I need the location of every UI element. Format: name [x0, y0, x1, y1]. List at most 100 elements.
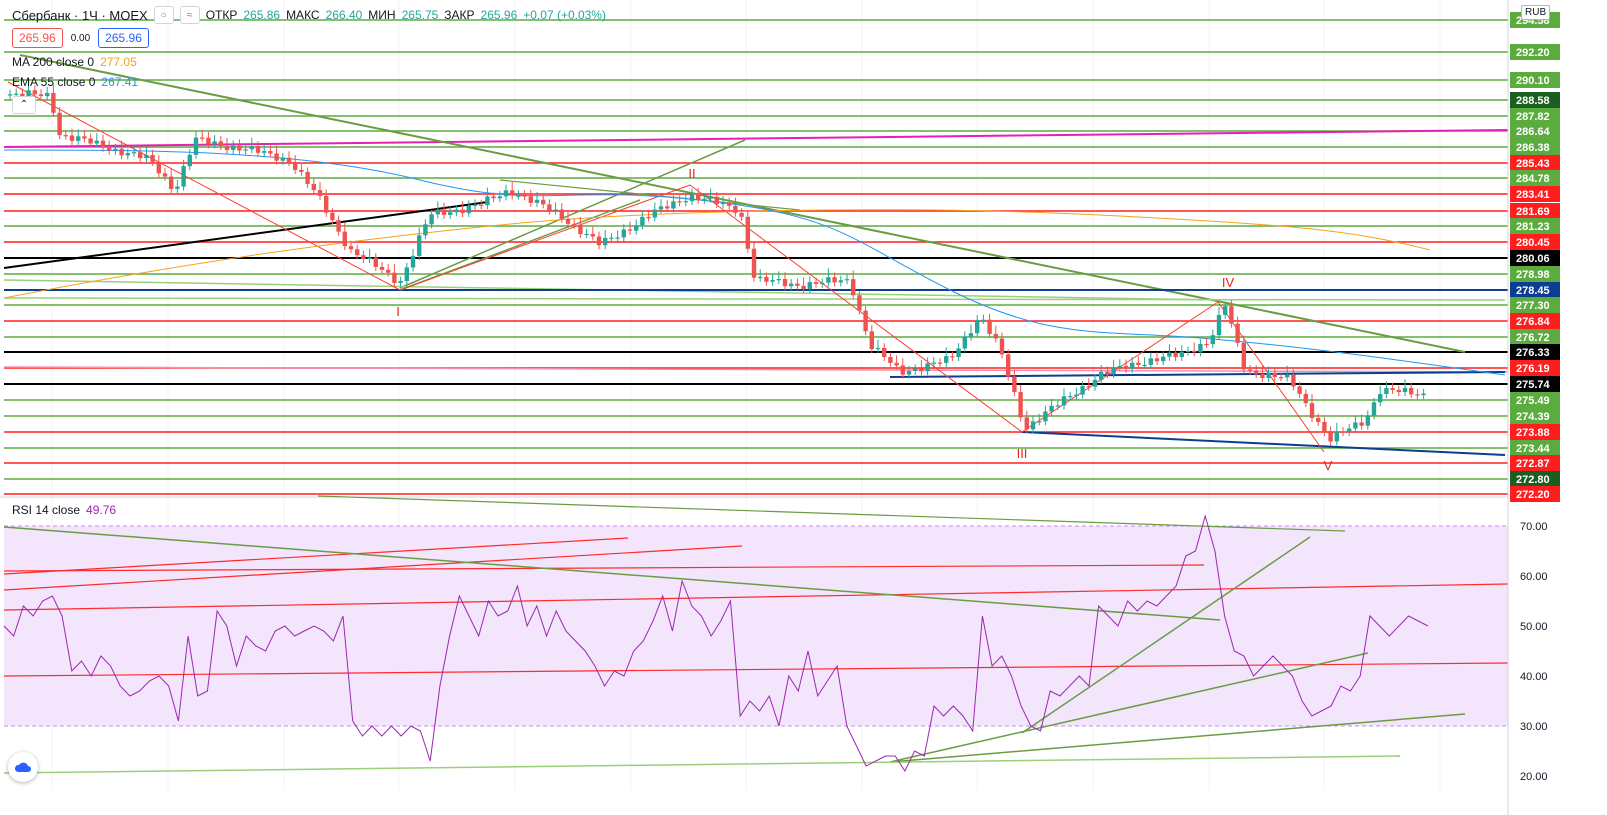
candle-body	[14, 93, 19, 95]
candle-body	[460, 209, 465, 214]
high-label: МАКС	[286, 8, 320, 22]
trend-line	[399, 139, 746, 289]
candle-body	[950, 356, 955, 358]
candle-body	[1030, 421, 1036, 430]
axis-price-label: 272.87	[1516, 458, 1550, 470]
candle-body	[646, 216, 651, 219]
collapse-legend-button[interactable]: ⌃	[12, 96, 36, 114]
candle-body	[559, 209, 564, 219]
candle-body	[826, 277, 831, 283]
axis-price-label: 292.20	[1516, 47, 1550, 59]
eye-icon[interactable]: ○	[153, 6, 174, 24]
axis-label-bg	[1510, 424, 1560, 440]
candle-body	[1409, 387, 1414, 395]
compare-icon[interactable]: ≈	[179, 6, 200, 24]
axis-label-bg	[1510, 108, 1560, 124]
trend-line	[1217, 301, 1325, 453]
axis-label-bg	[1510, 471, 1560, 487]
candle-body	[863, 310, 868, 332]
candle-body	[150, 155, 155, 162]
candle-body	[906, 371, 912, 375]
trend-line	[499, 179, 801, 211]
candle-body	[367, 257, 372, 260]
price-axis: 294.58292.20290.10288.58287.82286.64286.…	[1507, 0, 1607, 815]
candle-body	[1328, 432, 1333, 442]
candle-body	[1297, 386, 1302, 394]
candle-body	[671, 201, 676, 209]
rsi-trend-line	[317, 495, 1346, 532]
candle-body	[1173, 352, 1178, 357]
candle-body	[1068, 396, 1073, 398]
candle-body	[429, 214, 434, 225]
rsi-trend-line	[3, 526, 1221, 621]
buy-button[interactable]: 265.96	[98, 28, 149, 48]
candle-body	[1105, 371, 1110, 374]
candle-body	[466, 205, 471, 214]
axis-label-bg	[1510, 186, 1560, 202]
sell-button[interactable]: 265.96	[12, 28, 63, 48]
candle-body	[677, 201, 682, 203]
candle-body	[1223, 306, 1228, 315]
low-label: МИН	[368, 8, 396, 22]
candle-body	[751, 248, 757, 278]
candle-body	[1241, 342, 1246, 370]
symbol-title[interactable]: Сбербанк · 1Ч · MOEX	[12, 7, 148, 23]
rsi-trend-line	[889, 713, 1466, 763]
candle-body	[1099, 371, 1104, 380]
candle-body	[231, 145, 236, 151]
change-value: +0.07 (+0.03%)	[523, 8, 606, 22]
currency-badge[interactable]: RUB	[1521, 5, 1551, 20]
ma200-value: 277.05	[100, 55, 137, 69]
candle-body	[547, 204, 552, 211]
axis-label-bg	[1510, 44, 1560, 60]
candle-body	[758, 276, 763, 279]
axis-price-label: 276.19	[1516, 363, 1550, 375]
trend-line	[399, 184, 691, 291]
ma200-label: MA 200 close 0	[12, 55, 95, 69]
candle-body	[404, 267, 409, 282]
candle-body	[200, 137, 205, 139]
candle-body	[770, 280, 775, 282]
open-label: ОТКР	[205, 8, 238, 22]
candle-body	[107, 147, 112, 151]
candle-body	[286, 157, 292, 162]
candle-body	[1235, 323, 1240, 343]
candle-body	[789, 283, 794, 287]
axis-price-label: 274.39	[1516, 411, 1550, 423]
candle-body	[807, 282, 812, 290]
candle-body	[1384, 388, 1389, 395]
indicator-ema55[interactable]: EMA 55 close 0 267.41	[12, 74, 138, 90]
candle-body	[720, 202, 726, 205]
axis-price-label: 276.33	[1516, 347, 1550, 359]
candle-body	[975, 319, 980, 334]
indicator-rsi[interactable]: RSI 14 close 49.76	[12, 502, 116, 518]
candle-body	[869, 331, 874, 350]
candle-body	[448, 212, 453, 215]
wave-label: IV	[1222, 275, 1235, 290]
close-label: ЗАКР	[444, 8, 475, 22]
axis-label-bg	[1510, 92, 1560, 108]
axis-price-label: 277.30	[1516, 300, 1550, 312]
candle-body	[615, 237, 620, 239]
rsi-axis-label: 40.00	[1520, 671, 1548, 683]
trend-line	[7, 81, 401, 291]
candle-body	[683, 201, 688, 203]
candle-body	[317, 190, 323, 196]
rsi-label: RSI 14 close	[12, 503, 81, 517]
axis-price-label: 275.49	[1516, 395, 1550, 407]
candle-body	[392, 272, 397, 284]
candle-body	[156, 161, 161, 174]
candle-body	[88, 138, 93, 144]
chart-menu-button[interactable]	[8, 752, 38, 782]
trend-line	[689, 184, 1023, 433]
open-value: 265.86	[243, 8, 281, 22]
wave-label: II	[688, 166, 695, 181]
candle-body	[293, 161, 298, 170]
candle-body	[274, 153, 279, 161]
candle-body	[702, 198, 707, 200]
candle-body	[417, 235, 422, 256]
candle-body	[603, 237, 608, 246]
ema55-value: 267.41	[101, 75, 139, 89]
indicator-ma200[interactable]: MA 200 close 0 277.05	[12, 54, 137, 70]
